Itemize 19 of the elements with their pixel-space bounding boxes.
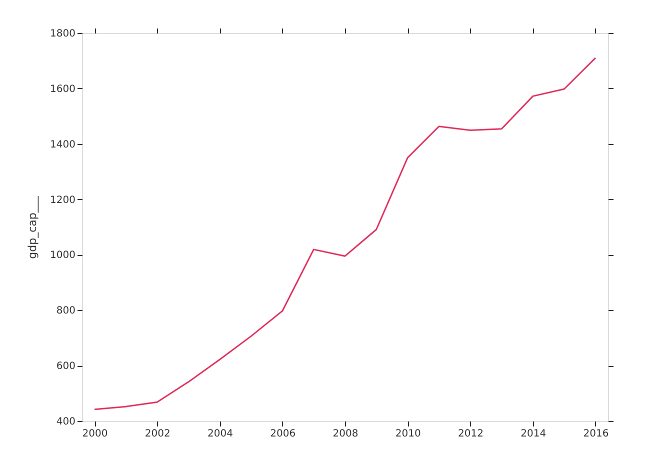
y-tick-label: 600 <box>56 361 76 372</box>
y-tick-label: 1800 <box>50 28 76 40</box>
x-tick-label: 2014 <box>520 428 546 440</box>
y-tick-label: 1600 <box>50 84 76 95</box>
y-tick-label: 1000 <box>50 250 76 262</box>
y-tick-label: 1400 <box>50 139 76 150</box>
x-tick-label: 2002 <box>144 428 170 440</box>
y-tick-label: 1200 <box>50 194 76 206</box>
line-series <box>94 57 596 410</box>
y-axis-title: gdp_cap___ <box>26 196 40 259</box>
x-tick-label: 2008 <box>332 428 358 440</box>
x-tick-label: 2006 <box>270 428 296 440</box>
y-tick-label: 800 <box>56 306 76 317</box>
x-tick-label: 2010 <box>395 428 421 440</box>
x-tick-label: 2000 <box>82 428 108 440</box>
x-tick-label: 2012 <box>458 428 484 440</box>
x-tick-label: 2016 <box>583 428 609 440</box>
y-tick-label: 400 <box>56 416 76 428</box>
x-tick-label: 2004 <box>208 428 233 440</box>
